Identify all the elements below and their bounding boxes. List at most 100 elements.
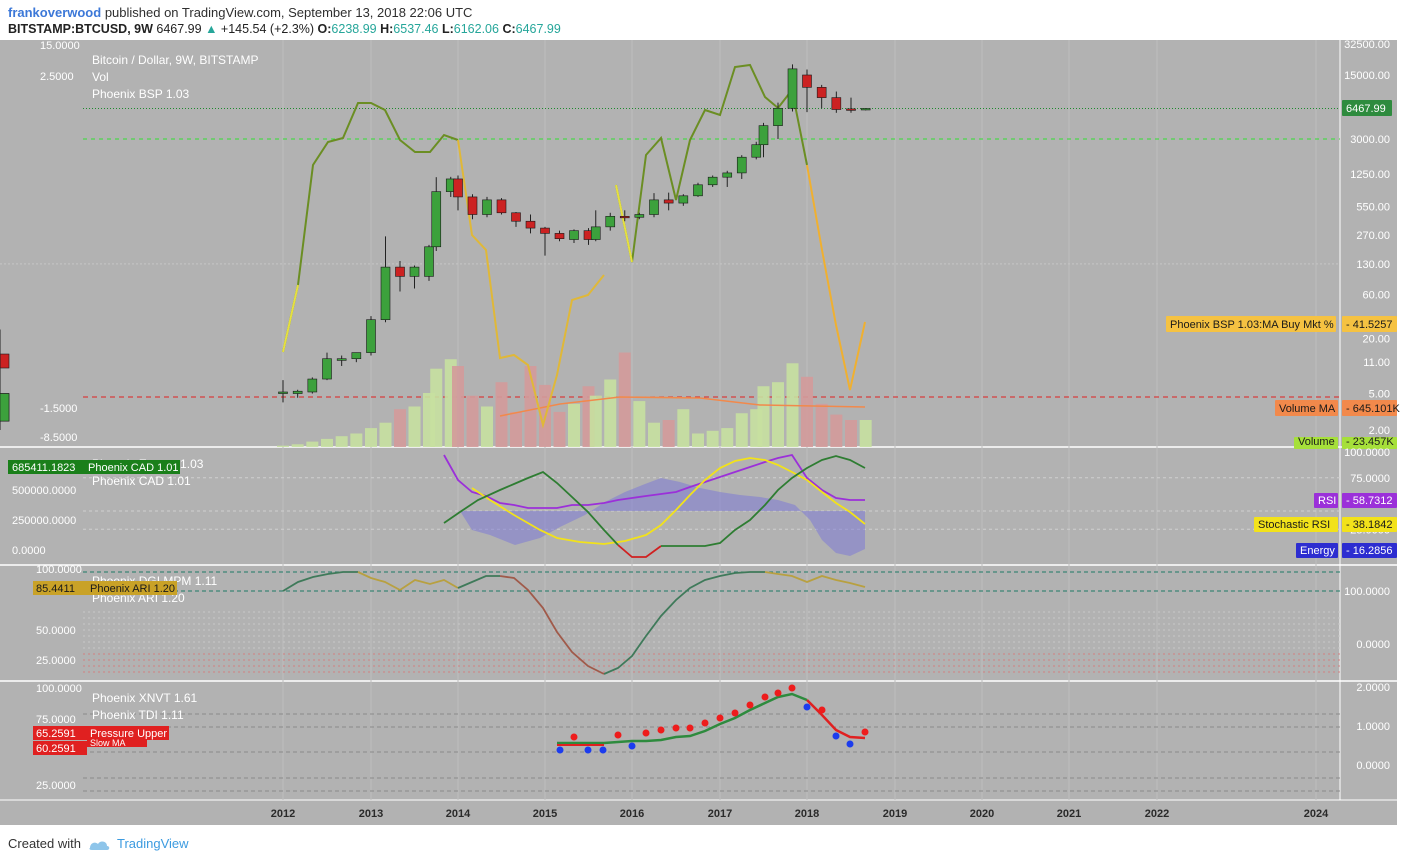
candle-body[interactable] (351, 352, 362, 360)
candle-body[interactable] (424, 246, 434, 277)
candle-body[interactable] (525, 220, 536, 229)
x-tick-label: 2020 (970, 808, 994, 820)
price-axis-label: 15000.00 (1344, 70, 1390, 82)
candle-body[interactable] (0, 353, 10, 369)
price-axis-label: 1250.00 (1350, 169, 1390, 181)
volume-bar (306, 441, 319, 447)
candle-body[interactable] (307, 378, 318, 393)
candle-body[interactable] (678, 195, 689, 204)
dgi-line (764, 571, 866, 588)
volume-bar (618, 352, 631, 447)
legend-item: Vol (92, 70, 109, 84)
series-tag (1314, 493, 1338, 508)
dgi-axis-label: 100.0000 (36, 564, 82, 576)
candle-body[interactable] (336, 358, 347, 361)
candle-body[interactable] (322, 358, 332, 380)
candle-body[interactable] (496, 199, 507, 214)
candle-body[interactable] (605, 216, 616, 228)
volume-value-text: - 23.457K (1346, 436, 1394, 448)
candle-body[interactable] (693, 184, 703, 197)
volume-bar (604, 379, 617, 447)
price-axis-label: 60.00 (1362, 290, 1390, 302)
candle-body[interactable] (751, 144, 762, 158)
price-axis-label: 32500.00 (1344, 39, 1390, 51)
candle-body[interactable] (569, 230, 579, 240)
last-price: 6467.99 (156, 22, 202, 36)
candle-body[interactable] (773, 107, 783, 126)
volume-bar (394, 409, 406, 447)
price-axis-label: 2.00 (1369, 425, 1390, 437)
volume-bar (648, 422, 660, 447)
candle-body[interactable] (380, 266, 391, 320)
cad-axis-label: 100.0000 (1344, 447, 1390, 459)
volume-bar (568, 403, 580, 447)
legend-item: Phoenix XNVT 1.61 (92, 691, 198, 705)
candle-body[interactable] (0, 393, 10, 422)
price-axis-label: 270.00 (1356, 230, 1390, 242)
candle-body[interactable] (619, 216, 630, 219)
tradingview-link[interactable]: TradingView (116, 836, 189, 851)
volume-bar (321, 438, 333, 447)
xnvt-red-dot (788, 684, 796, 692)
candle-body[interactable] (540, 227, 550, 234)
candle-body[interactable] (590, 226, 601, 240)
candle-body[interactable] (395, 266, 405, 277)
candle-body[interactable] (802, 74, 812, 88)
candle-body[interactable] (278, 391, 288, 394)
candle-body[interactable] (467, 196, 478, 215)
volume-bar (735, 413, 748, 447)
xnvt-red-dot (614, 731, 622, 739)
xnvt-red-dot (701, 719, 709, 727)
volume-bar (408, 406, 421, 447)
xnvt-red-dot (731, 709, 739, 717)
candle-body[interactable] (366, 319, 376, 353)
candle-body[interactable] (453, 178, 463, 198)
candle-body[interactable] (292, 390, 303, 394)
candle-body[interactable] (482, 199, 492, 215)
candle-body[interactable] (649, 199, 659, 215)
candle-body[interactable] (722, 172, 733, 178)
tdi-line (806, 699, 866, 740)
x-tick-label: 2017 (708, 808, 732, 820)
volume-bar (677, 409, 690, 447)
cad-line (443, 470, 619, 546)
candle-body[interactable] (431, 191, 442, 248)
x-tick-label: 2018 (795, 808, 819, 820)
high-value: 6537.46 (393, 22, 439, 36)
dgi-right-axis-label: 100.0000 (1344, 586, 1390, 598)
candle-body[interactable] (409, 266, 420, 277)
candle-body[interactable] (846, 108, 856, 111)
candle-body[interactable] (511, 212, 521, 222)
series-tag-text: RSI (1318, 495, 1336, 507)
pressure-name-tag (87, 726, 169, 740)
candle-body[interactable] (758, 125, 769, 146)
volume-ma-value (1342, 400, 1397, 416)
bsp-axis-label: -1.5000 (40, 403, 77, 415)
cad-axis-label: 75.0000 (1350, 473, 1390, 485)
volume-bar (757, 386, 770, 447)
last-price-tag-text: 6467.99 (1346, 103, 1386, 115)
symbol-line: BITSTAMP:BTCUSD, 9W 6467.99 ▲ +145.54 (+… (8, 22, 561, 36)
candle-body[interactable] (663, 199, 674, 204)
pressure-value-tag-text: 65.2591 (36, 728, 76, 740)
pressure-name-tag-text: Pressure Upper (90, 728, 167, 740)
tradingview-logo-icon (89, 841, 110, 850)
candle-body[interactable] (816, 87, 827, 98)
candle-body[interactable] (634, 214, 645, 218)
candle-body[interactable] (707, 176, 718, 186)
xnvt-blue-dot (584, 746, 592, 754)
last-price-tag (1342, 100, 1392, 116)
author-link[interactable]: frankoverwood (8, 5, 102, 20)
cad-name-tag-text: Phoenix CAD 1.01 (88, 462, 179, 474)
candle-body[interactable] (831, 97, 842, 110)
candle-body[interactable] (554, 233, 565, 240)
candle-body[interactable] (860, 108, 871, 111)
open-value: 6238.99 (331, 22, 377, 36)
volume-bar (379, 422, 392, 447)
x-tick-label: 2022 (1145, 808, 1169, 820)
candle-body[interactable] (787, 68, 798, 109)
volume-bar (815, 403, 828, 447)
candle-body[interactable] (736, 156, 747, 174)
price-axis-label: 130.00 (1356, 259, 1390, 271)
